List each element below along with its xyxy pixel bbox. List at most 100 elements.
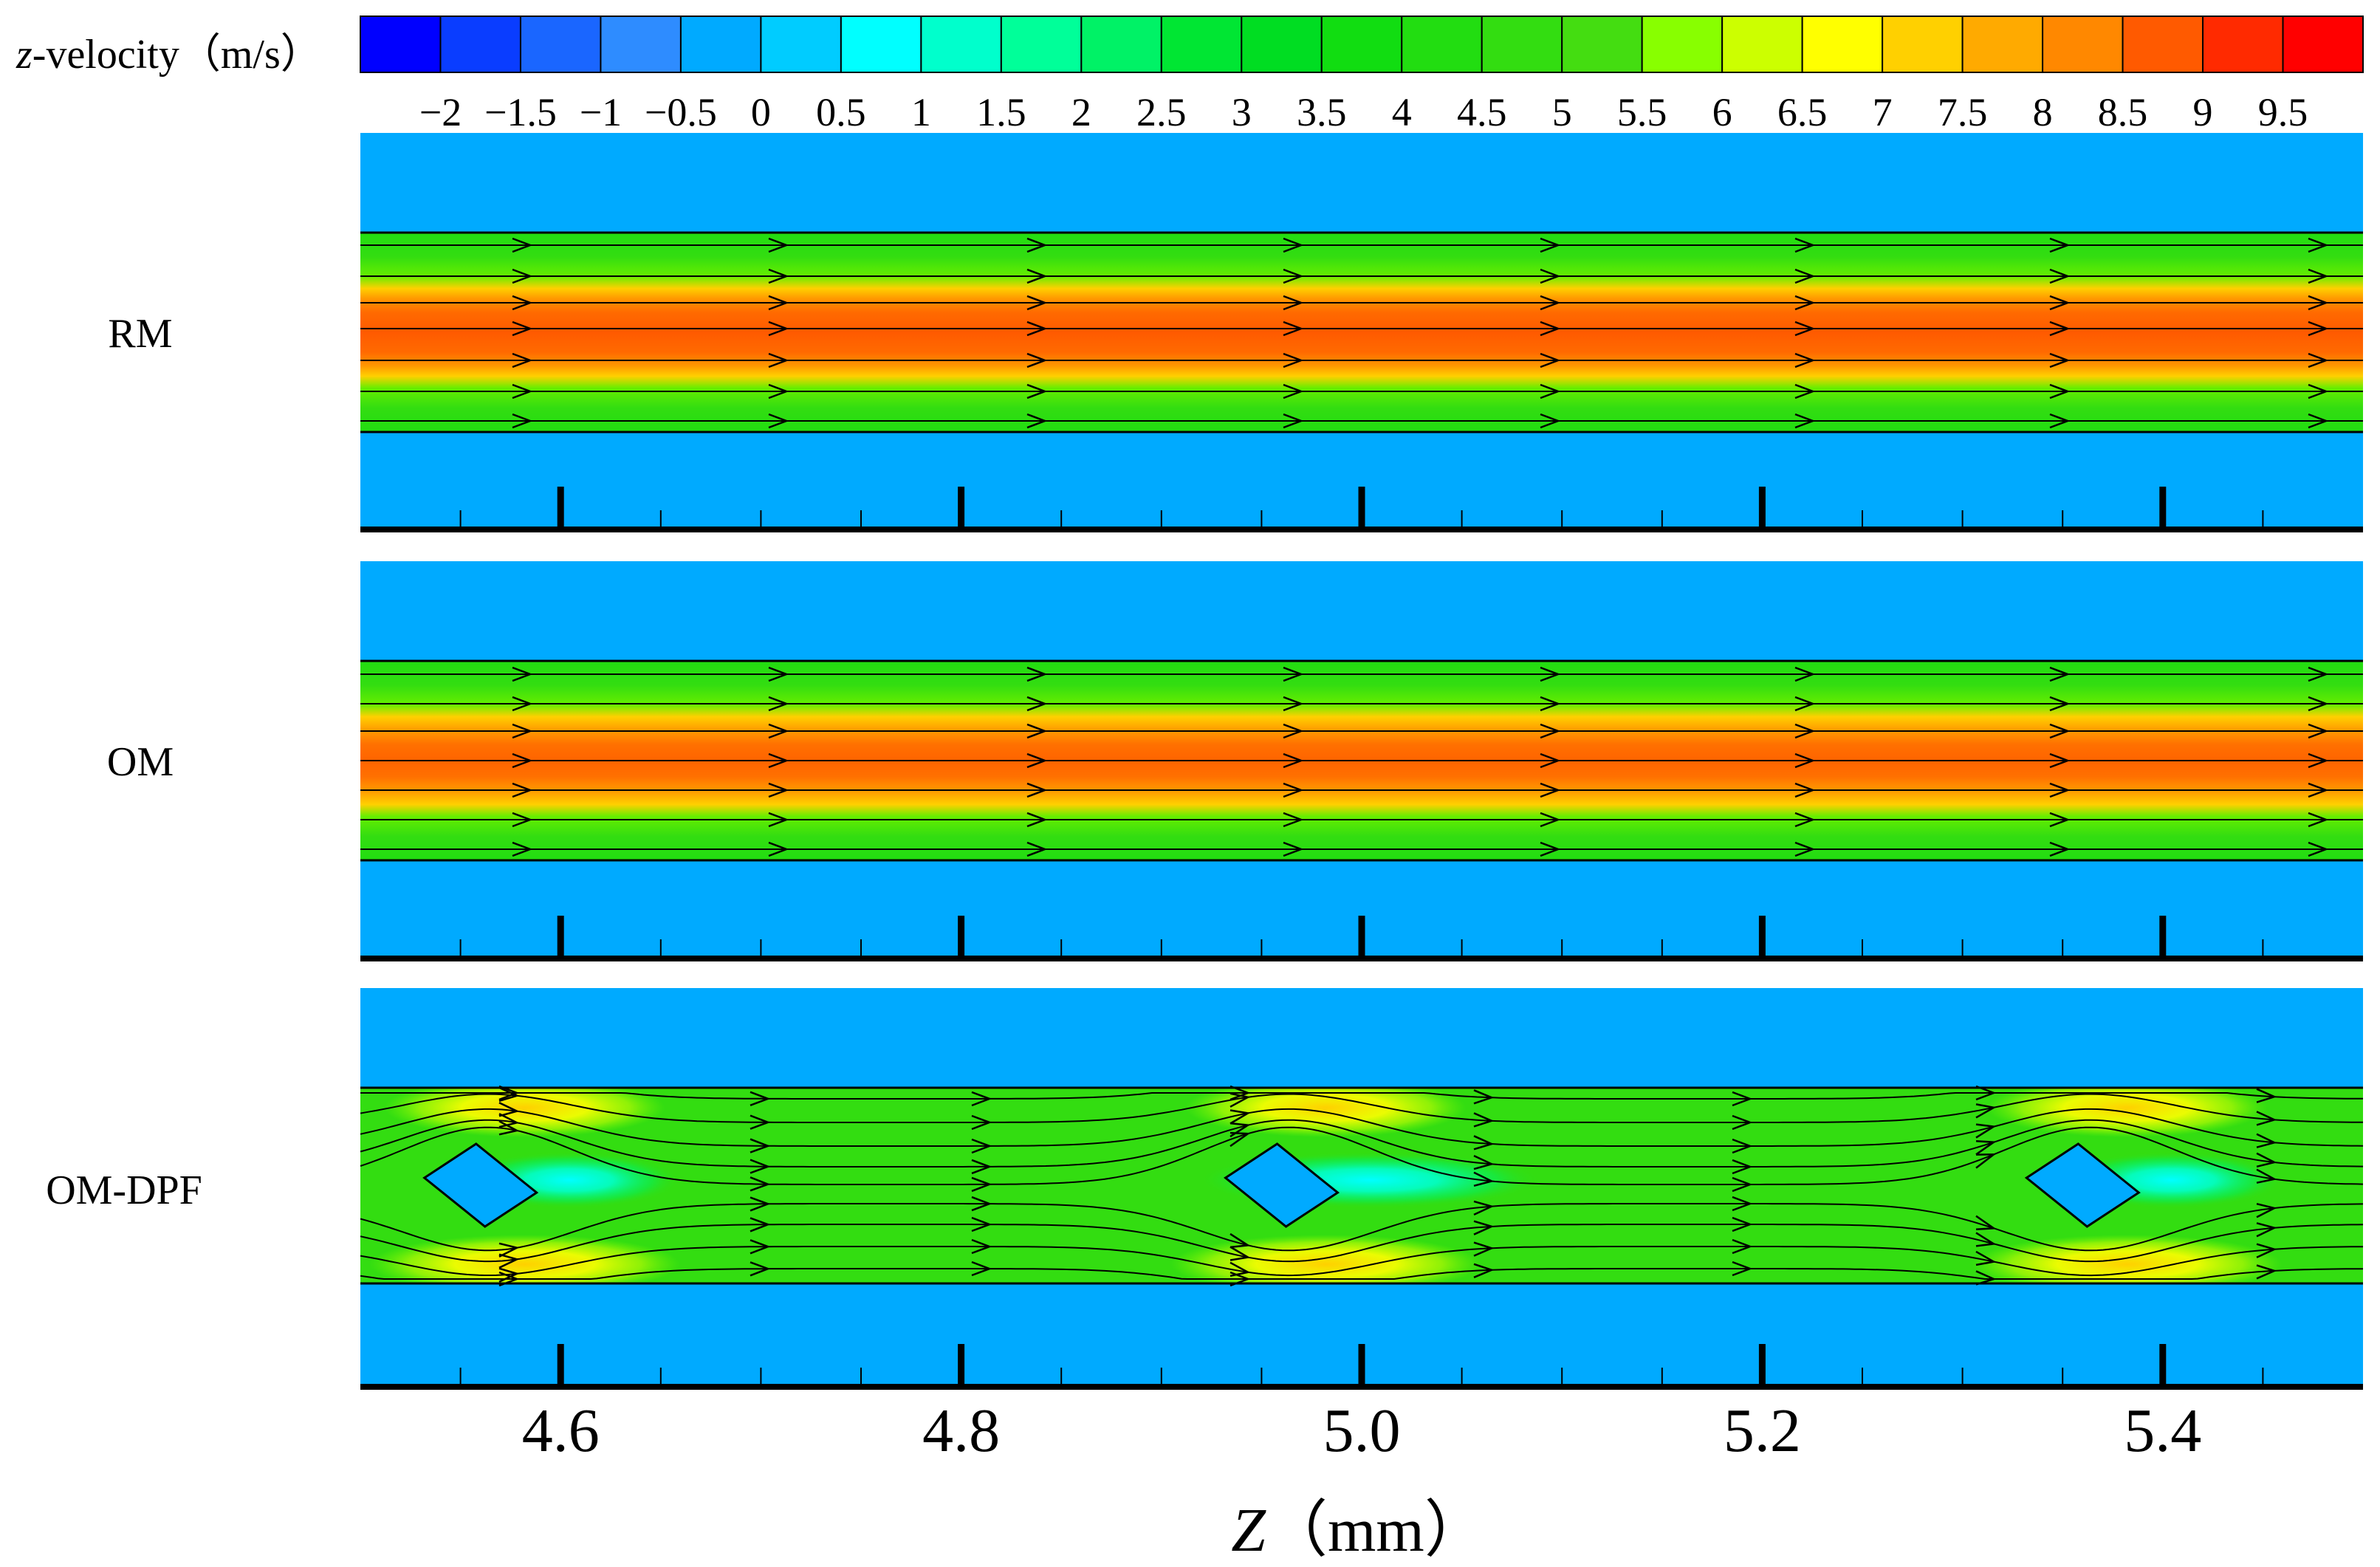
colorbar-tick-label: 1 [911, 90, 931, 134]
panel-om-dpf-streamline [360, 1126, 2364, 1185]
colorbar-tick-label: 7.5 [1938, 90, 1988, 134]
panel-om-streamline-arrow [1026, 752, 1048, 769]
panel-om [360, 561, 2363, 961]
colorbar-tick-label: 9 [2193, 90, 2213, 134]
colorbar-tick-label: 4 [1392, 90, 1412, 134]
panel-om-streamline-arrow [1026, 696, 1048, 712]
panel-rm-streamline-arrow [2308, 268, 2329, 284]
panel-rm-streamline-arrow [2308, 383, 2329, 400]
colorbar-segment [519, 16, 602, 73]
colorbar-tick-label: −0.5 [645, 90, 717, 134]
high-velocity-region [1170, 1235, 1481, 1283]
panel-om-dpf-streamline [360, 1224, 2364, 1263]
panel-om-dpf-streamline [360, 1246, 2364, 1277]
colorbar-tick-label: 3 [1232, 90, 1252, 134]
panel-om-streamline-arrow [512, 782, 533, 798]
colorbar-tick-label: 6 [1712, 90, 1732, 134]
panel-rm-streamline-arrow [512, 352, 533, 368]
panel-om-streamline-arrow [512, 752, 533, 769]
panel-om-dpf-streamline-arrow [498, 1085, 520, 1101]
panel-om-dpf-streamline-arrow [1975, 1153, 1997, 1169]
colorbar-tick-label: 9.5 [2258, 90, 2308, 134]
panel-om-dpf-streamline-arrow [1230, 1085, 1251, 1101]
colorbar-tick-label: 7 [1873, 90, 1893, 134]
colorbar-segment [360, 16, 442, 73]
colorbar-tick-label: 5.5 [1617, 90, 1667, 134]
panel-om-dpf-streamline [360, 1119, 2364, 1167]
panel-rm-streamline-arrow [768, 295, 789, 311]
panel-rm-streamline-arrow [1794, 320, 1816, 337]
x-axis-title: Z（mm） [1231, 1496, 1486, 1565]
x-axis-title-unit: （mm） [1266, 1496, 1486, 1565]
panel-rm-streamline-arrow [512, 295, 533, 311]
panel-rm-streamline-arrow [2308, 295, 2329, 311]
panel-om-streamline-arrow [512, 666, 533, 682]
panel-om-dpf-streamline-arrow [498, 1253, 520, 1269]
panel-om-dpf-streamline-arrow [1975, 1215, 1997, 1230]
panel-om-streamline-arrow [1283, 752, 1304, 769]
panel-om-dpf-streamline-arrow [1230, 1246, 1251, 1261]
panel-om-dpf-streamline-arrow [2256, 1088, 2277, 1103]
panel-rm-streamline-arrow [512, 268, 533, 284]
panel-rm-streamline-arrow [1283, 352, 1304, 368]
panel-om-dpf-streamline-arrow [1975, 1123, 1997, 1139]
obstacle [1223, 1142, 1340, 1228]
panel-om-streamline-arrow [1540, 841, 1561, 857]
colorbar-segment [760, 16, 842, 73]
panel-rm-streamline-arrow [1794, 295, 1816, 311]
panel-om-dpf-streamline-arrow [498, 1120, 520, 1136]
colorbar-tick-label: 1.5 [976, 90, 1026, 134]
panel-om-streamline-arrow [512, 723, 533, 739]
panel-rm-streamline-arrow [512, 413, 533, 429]
panel-om-dpf-streamline-arrow [1732, 1159, 1753, 1175]
colorbar-segment [600, 16, 682, 73]
x-axis-tick-label: 4.6 [522, 1396, 600, 1465]
panel-rm-streamline-arrow [1540, 237, 1561, 253]
panel-om-dpf-streamline-arrow [1473, 1241, 1495, 1257]
panel-om-streamline-arrow [1283, 696, 1304, 712]
panel-om-streamline-arrow [1283, 812, 1304, 828]
panel-om-dpf-streamline-arrow [971, 1159, 992, 1175]
panel-om-dpf-streamline-arrow [1732, 1138, 1753, 1154]
colorbar-segment [1961, 16, 2044, 73]
panel-om-dpf-streamline-arrow [1732, 1114, 1753, 1131]
panel-om-streamline-arrow [1026, 812, 1048, 828]
panel-om-dpf-streamline-arrow [971, 1238, 992, 1255]
panel-rm-channel-flow [360, 233, 2363, 432]
panel-om-dpf-streamline-arrow [1230, 1131, 1251, 1148]
panel-om-streamline-arrow [1794, 666, 1816, 682]
panel-rm-streamline-arrow [1540, 413, 1561, 429]
panel-om-dpf-streamline-arrow [1473, 1135, 1495, 1151]
colorbar-title: z-velocity（m/s） [16, 32, 322, 78]
panel-om-streamline-arrow [2049, 752, 2071, 769]
panel-label-om: OM [107, 739, 174, 785]
colorbar-segment [1160, 16, 1243, 73]
panel-rm-streamline-arrow [1794, 268, 1816, 284]
colorbar-tick-label: −1 [580, 90, 622, 134]
colorbar-title-unit: -velocity（m/s） [32, 32, 322, 78]
panel-rm-streamline-arrow [1283, 295, 1304, 311]
panel-rm-streamline-arrow [768, 383, 789, 400]
colorbar-segment [1401, 16, 1483, 73]
panel-rm-streamline-arrow [768, 268, 789, 284]
panel-rm-streamline-arrow [1540, 268, 1561, 284]
panel-om-streamline-arrow [1026, 782, 1048, 798]
panel-rm-streamline-arrow [2308, 320, 2329, 337]
colorbar-segment [1801, 16, 1884, 73]
colorbar-segment [1882, 16, 1964, 73]
panel-rm-streamline-arrow [1540, 352, 1561, 368]
panel-om-streamline-arrow [2049, 782, 2071, 798]
panel-om-streamline-arrow [1540, 812, 1561, 828]
panel-om-streamline-arrow [768, 666, 789, 682]
panel-om-streamline-arrow [512, 841, 533, 857]
panel-om-streamline-arrow [1794, 696, 1816, 712]
panel-om-dpf-streamline-arrow [1473, 1171, 1495, 1187]
x-axis-tick-label: 5.2 [1724, 1396, 1801, 1465]
panel-om-dpf-streamline-arrow [1975, 1140, 1997, 1156]
colorbar-segment [679, 16, 762, 73]
panel-om-dpf-streamline-arrow [1975, 1250, 1997, 1266]
panel-rm-streamline-arrow [1026, 383, 1048, 400]
panel-rm-streamline-arrow [1026, 237, 1048, 253]
panel-om-streamline-arrow [512, 696, 533, 712]
